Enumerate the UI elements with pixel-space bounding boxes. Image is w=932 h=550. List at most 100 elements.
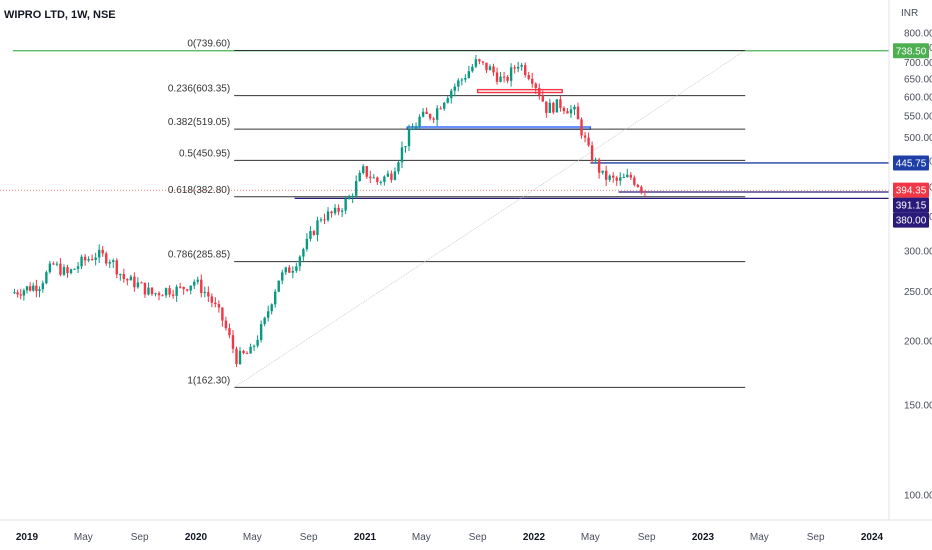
time-tick: Sep (300, 532, 318, 543)
candle-body (562, 107, 566, 112)
candle-body (235, 348, 238, 364)
candle-body (193, 281, 196, 286)
candle-body (298, 256, 302, 267)
candle-body (453, 86, 456, 91)
fib-level-label: 0.618(382.80) (168, 185, 230, 196)
zone-box[interactable] (476, 88, 563, 94)
time-tick: May (74, 532, 93, 543)
candle-body (393, 171, 397, 180)
candle-body (35, 285, 38, 292)
time-tick: Sep (131, 532, 149, 543)
candle-body (140, 282, 143, 284)
candle-body (587, 137, 590, 146)
candle-body (330, 211, 333, 214)
candle-body (520, 65, 523, 67)
candle-body (115, 260, 118, 275)
price-tag-text: 380.00 (896, 216, 927, 227)
candle-body (636, 184, 640, 187)
candle-body (471, 66, 474, 72)
candle-body (326, 211, 330, 221)
candle-body (207, 292, 210, 297)
candle-body (492, 66, 495, 73)
price-tags: 738.50 445.75 394.35 391.15 380.00 (893, 43, 929, 228)
candle-body (404, 146, 407, 148)
candle-body (66, 267, 69, 274)
candle-body (76, 266, 80, 269)
price-tag-text: 738.50 (896, 46, 927, 57)
candle-body (214, 302, 217, 305)
price-tag-box (893, 212, 929, 228)
candle-body (333, 207, 337, 214)
candle-body (274, 291, 277, 305)
candle-body (337, 207, 340, 212)
candle-body (119, 274, 122, 276)
candle-body (541, 95, 545, 102)
candle-body (90, 259, 94, 261)
candle-body (112, 260, 115, 263)
price-tick: 300.00 (904, 246, 932, 257)
candle-body (316, 220, 319, 235)
candle-body (457, 80, 460, 87)
candle-body (594, 159, 597, 162)
time-axis-bg (0, 520, 932, 550)
candle-body (210, 296, 214, 303)
candle-body (256, 339, 259, 346)
candle-body (312, 231, 316, 235)
time-tick: Sep (638, 532, 656, 543)
candle-body (365, 166, 368, 177)
candle-body (302, 249, 305, 257)
price-tag-box (893, 43, 929, 59)
candle-body (527, 75, 530, 79)
candle-body (369, 176, 372, 179)
fibonacci-retracement[interactable]: 0(739.60) 0.236(603.35) 0.382(519.05) 0.5(4… (168, 38, 746, 388)
candle-body (351, 195, 354, 198)
time-tick: 2020 (185, 532, 208, 543)
candle-body (474, 59, 478, 67)
candle-body (425, 111, 428, 114)
candle-body (161, 295, 164, 297)
candle-body (122, 274, 126, 280)
candle-body (323, 219, 326, 221)
candle-body (555, 99, 559, 113)
price-tag-box (893, 182, 929, 198)
candle-body (516, 66, 520, 69)
candle-body (263, 317, 266, 325)
candle-body (164, 288, 168, 296)
candle-body (523, 65, 527, 76)
candle-body (622, 177, 625, 179)
candle-body (147, 287, 150, 295)
candle-body (13, 292, 16, 294)
time-axis[interactable]: 2019 May Sep 2020 May Sep 2021 May Sep 2022 May Sep… (16, 532, 884, 543)
candle-body (576, 106, 580, 120)
candle-body (19, 294, 22, 296)
candle-body (87, 259, 90, 261)
candles (13, 55, 647, 367)
candle-body (573, 106, 576, 110)
candle-body (513, 67, 516, 69)
candle-body (101, 249, 104, 254)
candle-body (252, 345, 256, 347)
candle-body (94, 257, 97, 260)
candle-body (196, 279, 199, 282)
candle-body (80, 256, 83, 267)
price-tick: 650.00 (904, 75, 932, 86)
fib-level-label: 0(739.60) (187, 38, 230, 49)
candle-body (203, 292, 207, 294)
candle-body (379, 181, 383, 183)
candle-body (45, 272, 48, 284)
candle-body (640, 186, 643, 192)
candle-body (16, 292, 19, 295)
candle-body (259, 324, 263, 340)
candle-body (22, 290, 26, 296)
trend-line[interactable] (233, 50, 746, 388)
fib-level-label: 0.236(603.35) (168, 84, 230, 95)
candle-body (189, 285, 192, 291)
candle-body (175, 286, 178, 296)
candle-body (295, 266, 298, 271)
price-tag-text: 394.35 (896, 186, 927, 197)
candle-body (397, 162, 400, 172)
candle-body (136, 282, 140, 288)
price-tick: 200.00 (904, 337, 932, 348)
price-tick: 700.00 (904, 58, 932, 69)
